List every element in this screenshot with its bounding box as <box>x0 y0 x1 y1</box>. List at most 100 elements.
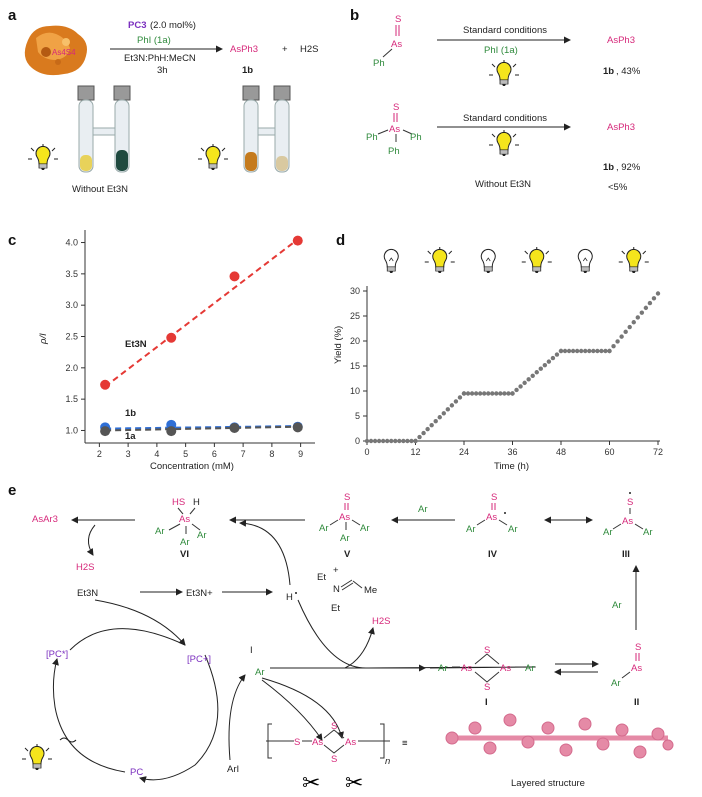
polymer-atom-as-1: As <box>312 737 323 748</box>
x-tick-label: 6 <box>212 449 217 459</box>
atom-as-i-1: As <box>461 663 472 674</box>
yield-point <box>409 438 414 444</box>
light-wave-icon <box>59 737 77 743</box>
light-on-icon-a-left <box>27 143 59 171</box>
atom-ar-i-1: Ar <box>438 663 448 674</box>
iminium-et-bottom: Et <box>331 603 340 614</box>
light-on-icon-b-top <box>488 59 520 87</box>
yield-point <box>526 377 531 382</box>
arrow-ar-to-polymer-1 <box>261 679 323 741</box>
atom-s-iii: S <box>627 497 633 508</box>
atom-ar-iii-1: Ar <box>603 527 613 538</box>
y-tick-label: 30 <box>350 286 360 296</box>
light-off-icon <box>577 248 593 274</box>
yield-point <box>506 391 511 396</box>
reagent-phi: PhI (1a) <box>137 35 171 46</box>
yield-point <box>635 315 640 320</box>
y-tick-label: 3.5 <box>65 269 78 279</box>
label-IV: IV <box>488 549 498 560</box>
polymer-atom-s-bottom: S <box>331 754 337 765</box>
arrow-to-h2s-right <box>344 627 375 669</box>
x-tick-label: 36 <box>507 447 517 457</box>
yield-point <box>469 391 475 396</box>
light-off-icon <box>383 248 399 274</box>
et3n-radical-cation: Et3N+ <box>186 588 213 599</box>
yield-point <box>393 438 398 444</box>
yield-point <box>546 359 552 364</box>
label-II: II <box>634 697 639 708</box>
y-tick-label: 10 <box>350 386 360 396</box>
panel-label-d: d <box>336 232 345 249</box>
h2s-left: H2S <box>76 562 94 573</box>
atom-ar-vi-2: Ar <box>197 530 207 541</box>
yield-point <box>530 373 535 378</box>
atom-as-iii: As <box>622 516 633 527</box>
solvent-label: Et3N:PhH:MeCN <box>124 53 196 64</box>
yield-point <box>566 348 572 354</box>
atom-as-vi: As <box>179 514 190 525</box>
yield-point <box>562 348 568 354</box>
x-tick-label: 24 <box>459 447 469 457</box>
yield-point <box>482 391 487 396</box>
atom-s-ii: S <box>635 642 641 653</box>
x-tick-label: 48 <box>556 447 566 457</box>
yield-point <box>611 344 616 349</box>
h2s-right: H2S <box>372 616 390 627</box>
yield-point <box>615 339 620 344</box>
x-tick-label: 60 <box>604 447 614 457</box>
intermediate-V-structure: S As Ar Ar Ar <box>319 492 370 544</box>
yield-point <box>389 438 394 444</box>
layered-structure-model <box>445 713 674 759</box>
product-top: AsPh3 <box>607 35 635 46</box>
chart-d: Time (h) Yield (%) 0 12 24 36 48 60 72 0 5 10 15 20… <box>333 246 663 472</box>
yield-point <box>368 438 374 444</box>
yield-point <box>477 391 483 396</box>
iminium-me: Me <box>364 585 377 596</box>
ar-radical-to-iii: Ar <box>612 600 622 611</box>
crystal-label: As4S4 <box>52 48 76 57</box>
yield-point <box>639 310 645 315</box>
atom-as-i-2: As <box>500 663 511 674</box>
yield-point <box>514 387 519 393</box>
atom-ar-i-2: Ar <box>525 663 535 674</box>
yield-point <box>486 391 491 396</box>
yield-point <box>465 391 471 396</box>
atom-ph-bottom: Ph <box>388 146 400 157</box>
atom-s-i-bottom: S <box>484 682 490 693</box>
x-tick-label: 2 <box>97 449 102 459</box>
light-on-icon <box>618 246 650 274</box>
yield-point <box>522 380 527 386</box>
time-label: 3h <box>157 65 168 76</box>
reagent-pc3-loading: (2.0 mol%) <box>150 20 196 31</box>
yield-point <box>643 305 649 311</box>
x-tick-label: 7 <box>241 449 246 459</box>
data-point-Et3N <box>166 332 177 343</box>
x-tick-label: 9 <box>298 449 303 459</box>
intermediate-VI-structure: HS H As Ar Ar Ar <box>155 497 207 548</box>
yield-point <box>570 348 576 354</box>
equiv-sign: ≡ <box>402 738 408 749</box>
pc-star-cation: [PC*] <box>46 649 68 660</box>
atom-ar-v-3: Ar <box>340 533 350 544</box>
iminium-plus: + <box>333 565 339 576</box>
intermediate-IV-structure: S As Ar Ar <box>466 492 518 535</box>
atom-ar-iii-2: Ar <box>643 527 653 538</box>
ar-radical: Ar <box>255 667 265 678</box>
yield-point <box>631 320 636 325</box>
light-on-icon <box>521 246 553 274</box>
atom-hs: HS <box>172 497 185 508</box>
series-label-et3n: Et3N <box>125 339 147 350</box>
yield-point <box>473 391 479 396</box>
intermediate-I-structure: Ar As S S As Ar <box>438 645 535 693</box>
yield-point <box>397 438 402 444</box>
intermediate-II-structure: S As Ar <box>611 642 642 689</box>
yield-point <box>518 384 523 389</box>
atom-ph-left: Ph <box>366 132 378 143</box>
yield-point <box>372 438 378 444</box>
data-point-Et3N <box>229 271 240 282</box>
ph-as-s-structure: S As Ph <box>373 14 402 69</box>
label-III: III <box>622 549 630 560</box>
atom-ar-v-2: Ar <box>360 523 370 534</box>
polymer-atom-as-2: As <box>345 737 356 748</box>
